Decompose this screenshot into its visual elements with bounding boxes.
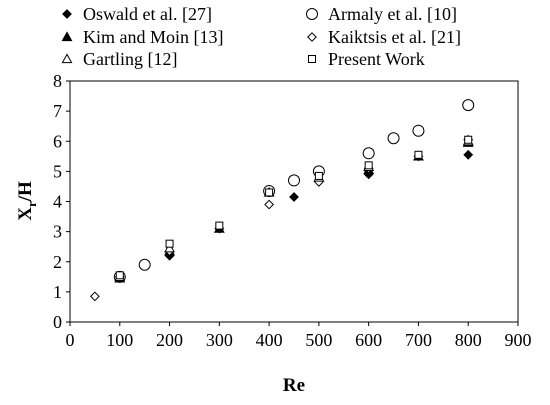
data-point [414,150,423,159]
x-axis-ticks: 0 100 200 300 400 500 600 700 800 900 [66,322,532,350]
x-axis-title: Re [283,375,305,396]
y-axis-title-tail: /H [15,181,36,202]
legend-marker [61,31,73,42]
x-tick-label: 0 [66,330,75,350]
series-6 [115,135,473,280]
legend-item: Present Work [308,49,425,69]
y-tick-label: 8 [53,71,62,91]
legend-label: Kaiktsis et al. [21] [328,27,461,47]
legend-label: Kim and Moin [13] [83,27,223,47]
x-tick-label: 600 [355,330,382,350]
x-tick-label: 700 [405,330,432,350]
data-point [412,124,425,137]
data-point [463,149,474,160]
data-point [165,239,174,248]
legend-marker [61,53,73,64]
x-tick-label: 900 [505,330,532,350]
data-point [462,99,475,112]
legend-item: Gartling [12] [61,49,177,69]
legend-marker [307,32,317,42]
x-tick-label: 300 [206,330,233,350]
y-axis-title-main: X [15,207,36,221]
legend-label: Oswald et al. [27] [83,4,212,24]
legend: Oswald et al. [27] Armaly et al. [10] Kim … [61,4,461,69]
x-tick-label: 100 [106,330,133,350]
series-1 [114,149,474,284]
data-point [265,188,274,197]
x-tick-label: 200 [156,330,183,350]
y-axis-title: Xr/H [15,181,39,221]
y-tick-label: 5 [53,161,62,181]
legend-item: Armaly et al. [10] [306,4,457,24]
data-point [164,242,176,253]
data-point [264,199,275,210]
series-3 [114,137,474,283]
x-tick-label: 500 [305,330,332,350]
data-point [289,192,299,202]
data-point [364,161,373,170]
x-tick-label: 800 [455,330,482,350]
y-axis-title-sub: r [24,201,39,207]
y-tick-label: 3 [53,222,62,242]
legend-label: Present Work [328,49,425,69]
x-tick-label: 400 [256,330,283,350]
data-points [89,99,475,302]
data-point [138,258,151,271]
data-point [464,135,473,144]
legend-item: Kaiktsis et al. [21] [307,27,461,47]
legend-marker [308,55,316,63]
y-tick-label: 1 [53,282,62,302]
legend-marker [306,8,318,20]
legend-label: Armaly et al. [10] [328,4,457,24]
data-point [215,221,224,230]
data-point [362,147,375,160]
data-point [314,171,323,180]
data-point [115,271,124,280]
data-point [387,132,400,145]
data-point [89,291,100,302]
y-tick-label: 4 [53,192,62,212]
legend-item: Oswald et al. [27] [62,4,212,24]
legend-marker [62,9,72,19]
legend-item: Kim and Moin [13] [61,27,223,47]
y-tick-label: 6 [53,131,62,151]
legend-label: Gartling [12] [83,49,177,69]
data-point [288,174,300,187]
y-tick-label: 2 [53,252,62,272]
y-axis-ticks: 0 1 2 3 4 5 6 7 8 [53,71,70,332]
y-tick-label: 0 [53,312,62,332]
y-tick-label: 7 [53,101,62,121]
